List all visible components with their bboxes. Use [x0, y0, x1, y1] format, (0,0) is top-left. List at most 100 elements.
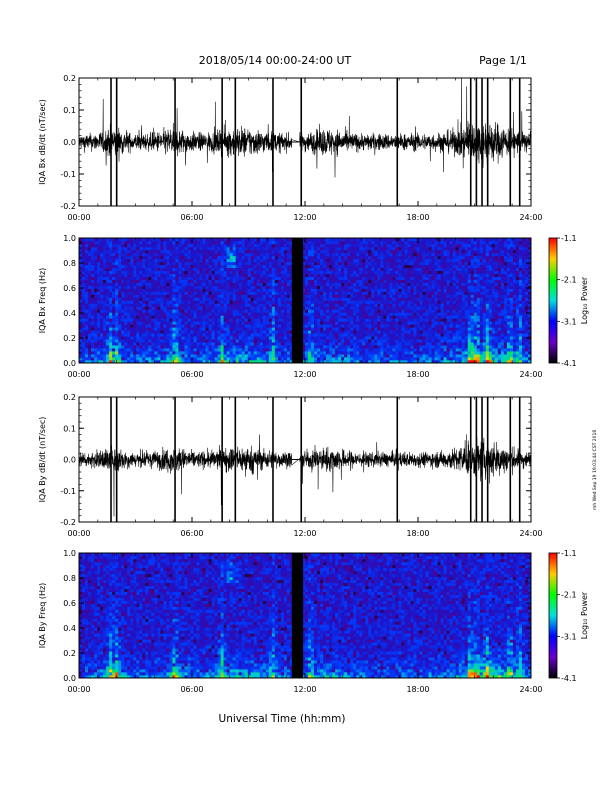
heatmap-cell — [175, 240, 179, 245]
heatmap-cell — [286, 315, 291, 319]
heatmap-cell — [190, 306, 194, 310]
heatmap-cell — [259, 306, 264, 310]
heatmap-cell — [82, 321, 86, 325]
heatmap-cell — [256, 309, 261, 313]
heatmap-cell — [166, 303, 170, 307]
heatmap-cell — [229, 249, 233, 254]
heatmap-cell — [374, 318, 378, 322]
heatmap-cell — [223, 333, 227, 337]
heatmap-cell — [79, 249, 83, 254]
heatmap-cell — [380, 300, 384, 304]
heatmap-cell — [205, 252, 209, 257]
heatmap-cell — [109, 297, 113, 301]
heatmap-cell — [202, 294, 206, 298]
heatmap-cell — [187, 360, 191, 363]
heatmap-cell — [368, 345, 372, 349]
heatmap-cell — [314, 342, 318, 346]
heatmap-cell — [193, 342, 197, 346]
heatmap-cell — [431, 342, 435, 346]
heatmap-cell — [323, 303, 327, 307]
heatmap-cell — [395, 351, 399, 355]
heatmap-cell — [241, 261, 246, 266]
heatmap-cell — [314, 273, 318, 277]
heatmap-cell — [407, 249, 411, 254]
heatmap-cell — [211, 351, 215, 355]
heatmap-cell — [151, 276, 155, 280]
heatmap-cell — [253, 252, 258, 257]
heatmap-cell — [145, 303, 149, 307]
heatmap-cell — [329, 357, 333, 361]
heatmap-cell — [211, 306, 215, 310]
heatmap-cell — [241, 270, 246, 275]
heatmap-cell — [199, 300, 203, 304]
heatmap-cell — [425, 240, 429, 245]
heatmap-cell — [359, 270, 363, 275]
heatmap-cell — [211, 294, 215, 298]
heatmap-cell — [286, 243, 291, 248]
heatmap-cell — [326, 357, 330, 361]
heatmap-cell — [428, 300, 432, 304]
heatmap-cell — [371, 255, 375, 260]
heatmap-cell — [148, 345, 152, 349]
heatmap-cell — [320, 327, 324, 331]
heatmap-cell — [157, 345, 161, 349]
heatmap-cell — [326, 276, 330, 280]
heatmap-cell — [277, 318, 282, 322]
heatmap-cell — [178, 336, 182, 340]
heatmap-cell — [289, 315, 294, 319]
heatmap-cell — [115, 282, 119, 286]
heatmap-cell — [193, 336, 197, 340]
heatmap-cell — [329, 294, 333, 298]
heatmap-cell — [178, 351, 182, 355]
heatmap-cell — [232, 306, 236, 310]
heatmap-cell — [431, 357, 435, 361]
heatmap-cell — [109, 315, 113, 319]
heatmap-cell — [133, 276, 137, 280]
heatmap-cell — [425, 303, 429, 307]
heatmap-cell — [301, 333, 306, 337]
heatmap-cell — [280, 297, 285, 301]
heatmap-cell — [425, 315, 429, 319]
heatmap-cell — [172, 354, 176, 358]
heatmap-cell — [404, 348, 408, 352]
heatmap-cell — [127, 336, 131, 340]
heatmap-cell — [431, 324, 435, 328]
heatmap-cell — [223, 324, 227, 328]
heatmap-cell — [109, 336, 113, 340]
heatmap-cell — [142, 273, 146, 277]
heatmap-cell — [335, 321, 339, 325]
heatmap-cell — [368, 315, 372, 319]
heatmap-cell — [365, 288, 369, 292]
heatmap-cell — [250, 243, 255, 248]
heatmap-cell — [344, 255, 348, 260]
heatmap-cell — [178, 330, 182, 334]
heatmap-cell — [115, 267, 119, 272]
heatmap-cell — [419, 348, 423, 352]
heatmap-cell — [392, 318, 396, 322]
heatmap-cell — [353, 318, 357, 322]
heatmap-cell — [395, 243, 399, 248]
heatmap-cell — [124, 312, 128, 316]
heatmap-cell — [338, 240, 342, 245]
heatmap-cell — [250, 252, 255, 257]
heatmap-cell — [205, 273, 209, 277]
heatmap-cell — [82, 273, 86, 277]
heatmap-cell — [377, 249, 381, 254]
heatmap-cell — [383, 348, 387, 352]
heatmap-cell — [398, 303, 402, 307]
heatmap-cell — [317, 291, 321, 295]
heatmap-cell — [106, 238, 110, 242]
heatmap-cell — [133, 321, 137, 325]
heatmap-cell — [386, 291, 390, 295]
heatmap-cell — [311, 249, 315, 254]
heatmap-cell — [301, 339, 306, 343]
heatmap-cell — [386, 354, 390, 358]
heatmap-cell — [208, 243, 212, 248]
heatmap-cell — [262, 246, 267, 251]
heatmap-cell — [323, 318, 327, 322]
heatmap-cell — [286, 333, 291, 337]
heatmap-cell — [238, 345, 243, 349]
heatmap-cell — [139, 345, 143, 349]
heatmap-cell — [425, 261, 429, 266]
heatmap-cell — [422, 246, 426, 251]
